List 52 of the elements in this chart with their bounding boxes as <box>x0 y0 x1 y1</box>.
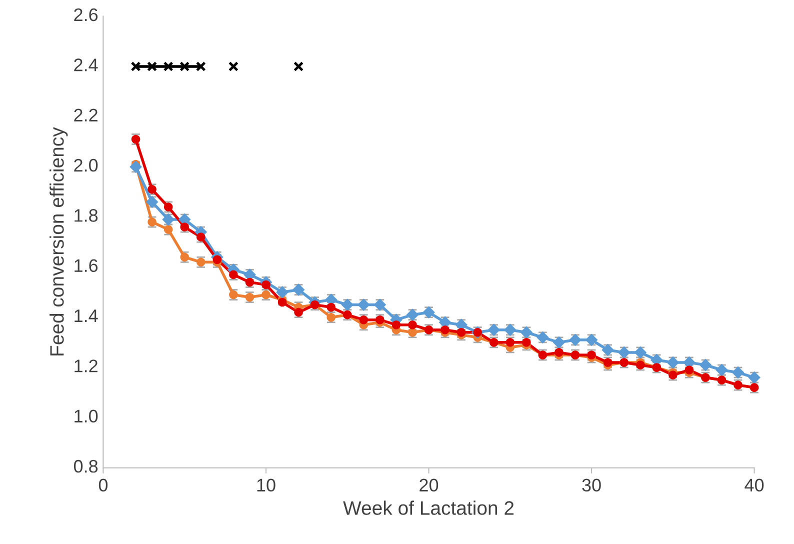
point <box>374 298 386 312</box>
point <box>278 298 287 307</box>
point <box>164 202 173 212</box>
y-tick-label: 1.4 <box>74 310 98 322</box>
point <box>668 370 678 380</box>
x-tick-label: 40 <box>744 478 764 492</box>
point <box>148 185 156 194</box>
point <box>163 61 174 72</box>
y-tick-label: 2.2 <box>74 108 98 122</box>
point <box>180 61 190 72</box>
point <box>212 255 222 264</box>
point <box>376 315 384 324</box>
point <box>245 278 254 287</box>
point <box>636 360 645 370</box>
x-axis-title: Week of Lactation 2 <box>343 500 514 515</box>
y-tick-label: 0.8 <box>74 460 98 473</box>
y-tick-label: 2.4 <box>74 58 98 72</box>
point <box>587 350 596 360</box>
point <box>245 292 254 302</box>
x-tick-label: 30 <box>582 478 601 492</box>
point <box>293 61 304 72</box>
y-tick-label: 1.0 <box>74 410 98 423</box>
point <box>554 348 564 357</box>
point <box>440 325 450 334</box>
x-tick-label: 20 <box>420 478 438 492</box>
point <box>294 308 303 317</box>
point <box>147 61 158 72</box>
point <box>684 366 694 374</box>
point <box>228 61 238 72</box>
point <box>130 61 141 72</box>
y-tick-label: 2.0 <box>74 158 98 172</box>
point <box>262 290 270 300</box>
x-tick-label: 0 <box>98 478 108 492</box>
y-tick-label: 2.6 <box>74 8 98 22</box>
point <box>569 334 582 346</box>
point <box>456 328 466 337</box>
y-axis-title: Feed conversion efficiency <box>50 127 68 356</box>
point <box>585 334 598 346</box>
point <box>359 315 368 324</box>
x-tick-label: 10 <box>257 478 276 492</box>
point <box>262 280 270 290</box>
point <box>506 338 515 347</box>
point <box>229 270 238 280</box>
point <box>392 320 401 330</box>
point <box>196 232 206 242</box>
point <box>603 358 612 367</box>
point <box>357 298 370 312</box>
y-tick-label: 1.2 <box>74 360 98 372</box>
y-tick-label: 1.6 <box>74 259 98 272</box>
point <box>522 338 531 347</box>
y-tick-label: 1.8 <box>74 209 98 222</box>
point <box>196 61 206 72</box>
